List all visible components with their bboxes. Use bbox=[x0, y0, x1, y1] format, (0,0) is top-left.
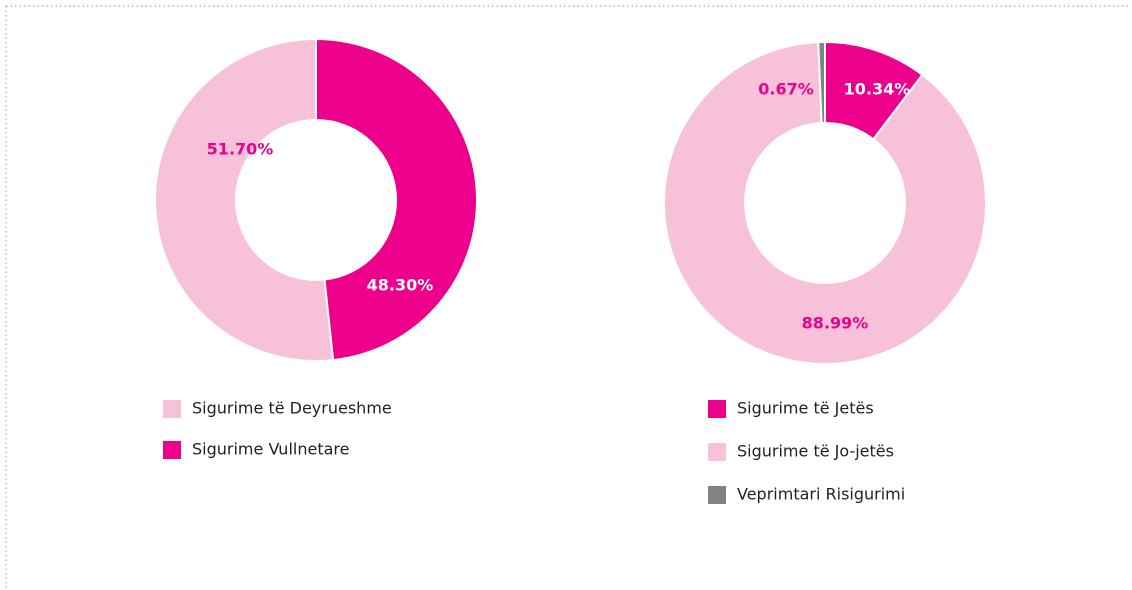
data-label: 10.34% bbox=[844, 80, 911, 99]
legend-swatch bbox=[708, 400, 726, 418]
legend-label: Sigurime të Jo-jetës bbox=[737, 442, 894, 461]
donut-slice bbox=[315, 37, 478, 362]
data-label: 88.99% bbox=[802, 314, 869, 333]
legend-swatch bbox=[163, 400, 181, 418]
data-label: 0.67% bbox=[758, 80, 814, 99]
donut-slice bbox=[663, 41, 987, 365]
data-label: 48.30% bbox=[367, 276, 434, 295]
legend-swatch bbox=[163, 441, 181, 459]
legend-label: Veprimtari Risigurimi bbox=[737, 485, 905, 504]
legend-swatch bbox=[708, 486, 726, 504]
legend-label: Sigurime Vullnetare bbox=[192, 440, 349, 459]
legend-label: Sigurime të Jetës bbox=[737, 399, 874, 418]
data-label: 51.70% bbox=[207, 140, 274, 159]
legend-swatch bbox=[708, 443, 726, 461]
donut-slice bbox=[154, 37, 335, 362]
legend-label: Sigurime të Deyrueshme bbox=[192, 399, 392, 418]
donut-slice bbox=[817, 40, 826, 125]
